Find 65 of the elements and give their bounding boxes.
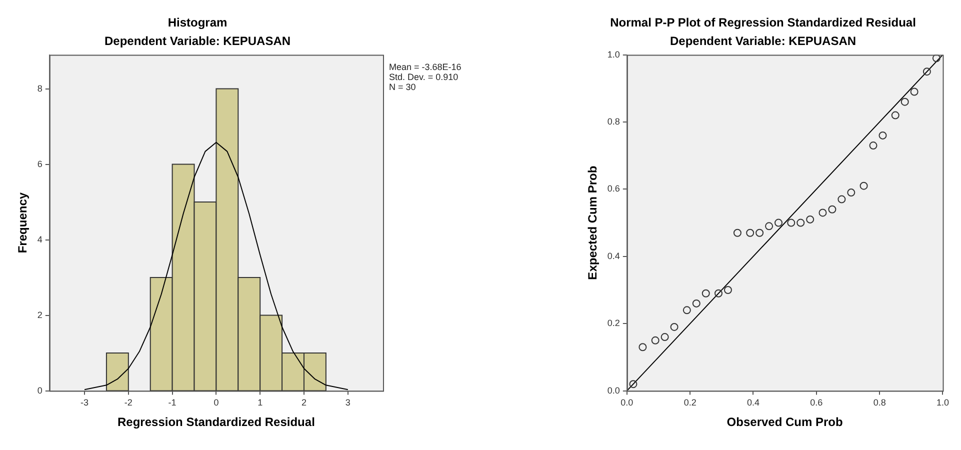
point — [900, 98, 909, 106]
point — [651, 336, 660, 344]
chart-title: Normal P-P Plot of Regression Standardized Residual — [610, 16, 916, 30]
point — [670, 322, 678, 331]
y-tick-label: 8 — [37, 83, 42, 94]
point — [891, 111, 900, 120]
chart-subtitle: Dependent Variable: KEPUASAN — [104, 34, 291, 48]
x-tick-label: 0.4 — [746, 398, 760, 408]
x-tick-label: -2 — [124, 398, 132, 408]
point — [818, 208, 827, 217]
point — [860, 182, 868, 190]
text: Mean = -3.68E-16 — [389, 62, 462, 72]
point — [714, 289, 723, 298]
chart-title: Histogram — [168, 16, 228, 30]
point — [878, 131, 887, 140]
point — [838, 195, 846, 204]
x-tick-label: -3 — [80, 398, 89, 408]
point — [796, 218, 805, 227]
point — [682, 306, 691, 314]
chart-subtitle: Dependent Variable: KEPUASAN — [670, 34, 856, 48]
point — [746, 228, 754, 237]
y-tick-label: 0 — [37, 385, 42, 396]
point — [638, 343, 647, 352]
y-tick-label: 0.2 — [607, 318, 620, 328]
y-tick-label: 0.8 — [607, 116, 620, 126]
y-tick-label: 0.4 — [607, 250, 620, 261]
point — [756, 228, 764, 237]
x-tick-label: 0 — [214, 398, 219, 408]
text: Std. Dev. = 0.910 — [389, 72, 458, 82]
y-axis-title: Frequency — [16, 192, 30, 254]
point — [629, 380, 638, 388]
point — [828, 205, 836, 214]
point — [765, 222, 774, 230]
x-tick-label: 0.6 — [810, 398, 823, 408]
x-tick-label: 3 — [345, 398, 350, 408]
point — [932, 54, 940, 62]
x-tick-label: 1 — [258, 398, 263, 408]
y-tick-label: 0.6 — [607, 184, 620, 194]
point — [660, 333, 669, 342]
y-tick-label: 1.0 — [607, 49, 620, 60]
x-tick-label: 0.8 — [873, 398, 886, 408]
point — [774, 218, 783, 227]
point — [692, 299, 700, 308]
y-tick-label: 0.0 — [607, 385, 620, 396]
y-tick-label: 4 — [37, 234, 42, 244]
x-axis-title: Regression Standardized Residual — [118, 415, 315, 430]
y-tick-label: 6 — [37, 158, 42, 169]
point — [910, 88, 918, 96]
point — [869, 142, 878, 150]
point — [733, 228, 742, 237]
x-tick-label: 2 — [301, 398, 306, 408]
point — [702, 289, 710, 298]
point — [806, 215, 814, 224]
x-tick-label: -1 — [168, 398, 176, 408]
x-tick-label: 0.0 — [620, 398, 634, 408]
x-axis-title: Observed Cum Prob — [726, 415, 843, 430]
point — [922, 68, 931, 76]
point — [724, 286, 732, 294]
x-tick-label: 1.0 — [936, 398, 949, 408]
y-tick-label: 2 — [37, 310, 42, 320]
x-tick-label: 0.2 — [684, 398, 696, 408]
point — [787, 218, 796, 227]
point — [847, 188, 856, 197]
y-axis-title: Expected Cum Prob — [586, 166, 600, 280]
text: N = 30 — [389, 82, 416, 92]
